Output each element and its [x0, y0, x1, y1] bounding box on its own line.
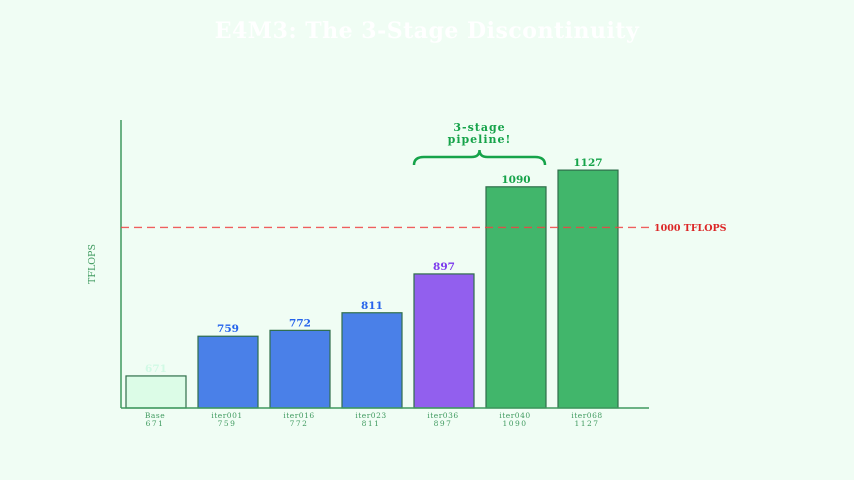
x-tick-value: 759 — [218, 419, 237, 428]
x-tick-label: Base — [145, 411, 165, 420]
x-tick-label: iter023 — [355, 411, 386, 420]
bar-value-label: 759 — [217, 323, 239, 335]
x-tick-label: iter036 — [427, 411, 458, 420]
bar-iter036 — [413, 273, 475, 409]
y-axis-label: TFLOPS — [87, 244, 98, 284]
x-tick-label: iter040 — [499, 411, 530, 420]
x-tick-value: 897 — [434, 419, 453, 428]
x-tick-value: 1090 — [502, 419, 527, 428]
bar-iter023 — [341, 312, 403, 409]
x-tick-label: iter016 — [283, 411, 314, 420]
x-tick-value: 671 — [146, 419, 165, 428]
bar-value-label: 811 — [361, 300, 383, 312]
x-tick-value: 1127 — [574, 419, 599, 428]
chart-title: E4M3: The 3-Stage Discontinuity — [214, 18, 640, 44]
x-tick-label: iter068 — [571, 411, 602, 420]
bar-iter001 — [197, 335, 259, 409]
bar-value-label: 897 — [433, 261, 455, 273]
bar-value-label: 772 — [289, 317, 311, 329]
bar-value-label: 1090 — [501, 174, 530, 186]
bar-value-label: 1127 — [573, 157, 602, 169]
reference-line-label: 1000 TFLOPS — [654, 223, 727, 234]
x-tick-value: 811 — [362, 419, 381, 428]
x-tick-value: 772 — [290, 419, 309, 428]
annotation-brace — [412, 149, 547, 166]
bar-iter068 — [557, 169, 619, 409]
bar-base — [125, 375, 187, 409]
x-tick-label: iter001 — [211, 411, 242, 420]
bar-iter040 — [485, 186, 547, 409]
annotation-text: pipeline! — [448, 133, 512, 146]
bar-value-label: 671 — [145, 363, 167, 375]
bar-iter016 — [269, 329, 331, 409]
annotation-text: 3-stage — [453, 121, 505, 134]
